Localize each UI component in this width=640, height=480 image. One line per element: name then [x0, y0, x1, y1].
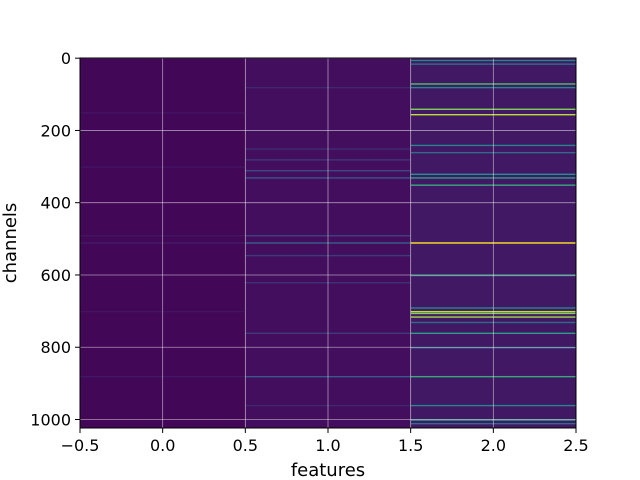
- y-tick-label: 1000: [30, 411, 71, 430]
- y-axis-label: channels: [0, 203, 21, 284]
- y-tick-label: 200: [40, 121, 71, 140]
- x-tick-label: 2.0: [481, 436, 506, 455]
- y-axis: 0 200 400 600 800 1000: [30, 49, 80, 430]
- x-tick-label: 1.5: [398, 436, 423, 455]
- x-tick-label: 0.5: [233, 436, 258, 455]
- x-tick-label: −0.5: [61, 436, 100, 455]
- y-tick-label: 400: [40, 194, 71, 213]
- x-tick-label: 2.5: [563, 436, 588, 455]
- y-tick-label: 0: [61, 49, 71, 68]
- y-tick-label: 600: [40, 266, 71, 285]
- y-tick-label: 800: [40, 338, 71, 357]
- x-axis: −0.5 0.0 0.5 1.0 1.5 2.0 2.5: [61, 428, 589, 455]
- x-tick-label: 0.0: [150, 436, 175, 455]
- x-tick-label: 1.0: [315, 436, 340, 455]
- x-axis-label: features: [291, 460, 365, 480]
